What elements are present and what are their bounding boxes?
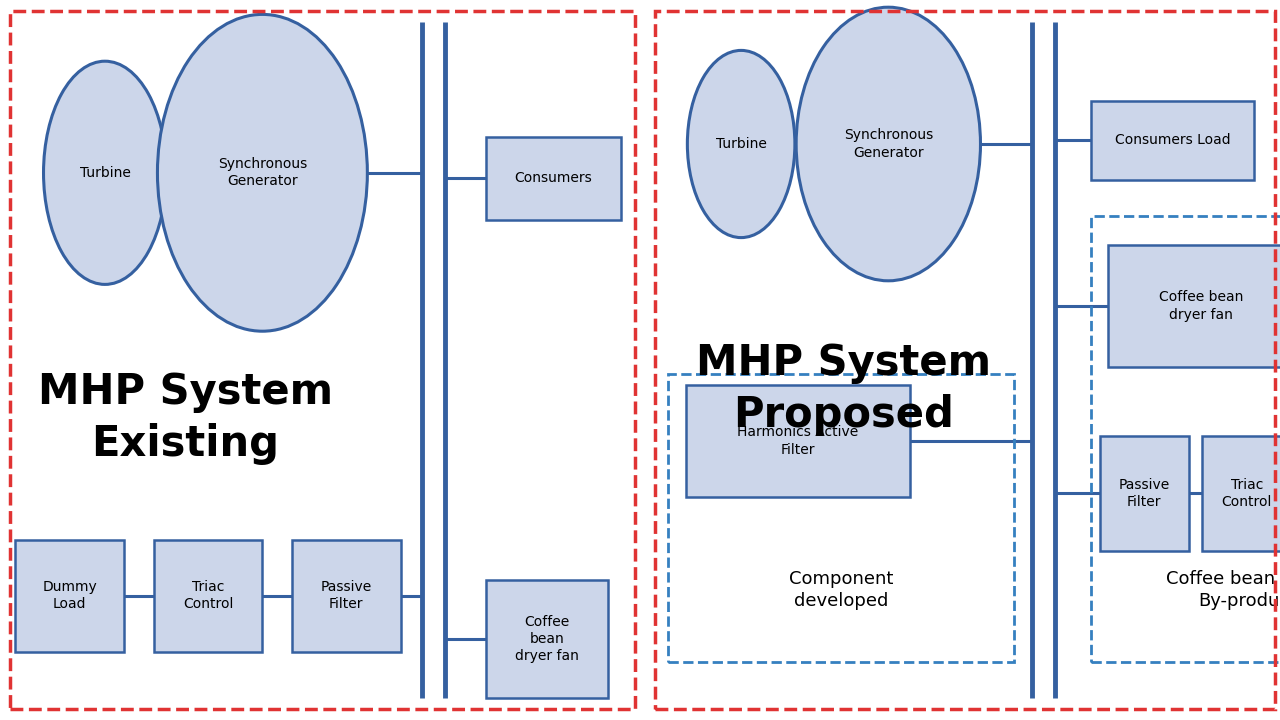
Text: Coffee bean dryer
By-product: Coffee bean dryer By-product [1166, 570, 1280, 611]
FancyBboxPatch shape [686, 385, 910, 497]
Text: Harmonics Active
Filter: Harmonics Active Filter [737, 426, 859, 456]
Text: MHP System
Proposed: MHP System Proposed [696, 342, 991, 436]
Text: Synchronous
Generator: Synchronous Generator [218, 157, 307, 189]
Text: MHP System
Existing: MHP System Existing [38, 371, 333, 464]
Text: Coffee
bean
dryer fan: Coffee bean dryer fan [516, 615, 579, 663]
Text: Coffee bean
dryer fan: Coffee bean dryer fan [1160, 290, 1243, 322]
Text: Passive
Filter: Passive Filter [320, 580, 372, 611]
FancyBboxPatch shape [1202, 436, 1280, 551]
Text: Triac
Control: Triac Control [1221, 477, 1272, 509]
Text: Dummy
Load: Dummy Load [42, 580, 97, 611]
Ellipse shape [687, 50, 795, 238]
Text: Consumers: Consumers [515, 171, 593, 185]
FancyBboxPatch shape [154, 540, 262, 652]
FancyBboxPatch shape [292, 540, 401, 652]
Text: Passive
Filter: Passive Filter [1119, 477, 1170, 509]
Text: Consumers Load: Consumers Load [1115, 133, 1230, 148]
Text: Component
developed: Component developed [788, 570, 893, 611]
FancyBboxPatch shape [15, 540, 124, 652]
Text: Triac
Control: Triac Control [183, 580, 233, 611]
FancyBboxPatch shape [486, 137, 621, 220]
FancyBboxPatch shape [1091, 101, 1254, 180]
Text: Turbine: Turbine [716, 137, 767, 151]
Ellipse shape [157, 14, 367, 331]
FancyBboxPatch shape [486, 580, 608, 698]
FancyBboxPatch shape [1100, 436, 1189, 551]
Text: Turbine: Turbine [79, 166, 131, 180]
FancyBboxPatch shape [1108, 245, 1280, 367]
Text: Synchronous
Generator: Synchronous Generator [844, 128, 933, 160]
Ellipse shape [44, 61, 166, 284]
Ellipse shape [796, 7, 980, 281]
